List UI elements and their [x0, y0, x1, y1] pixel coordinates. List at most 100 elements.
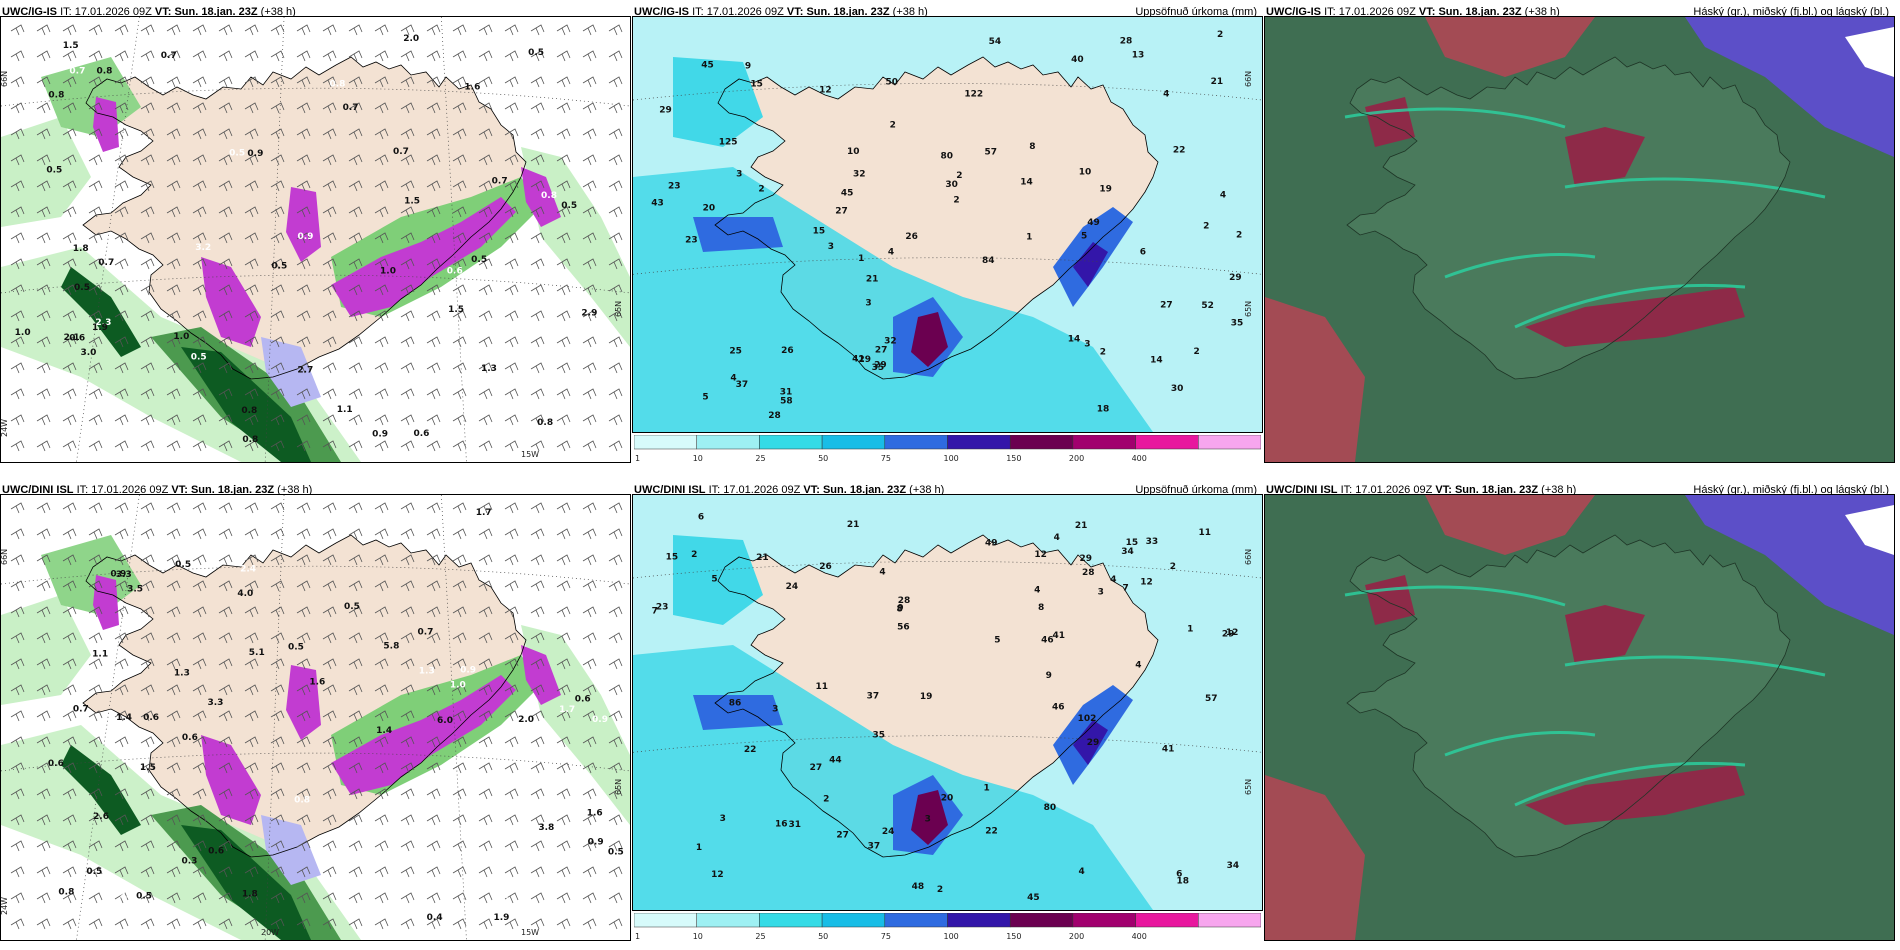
- wind-barb: [504, 892, 519, 904]
- wind-barb: [608, 154, 623, 166]
- cloud-edge: [1514, 283, 1746, 329]
- wind-barb: [166, 50, 181, 62]
- precip-value-label: 18: [1097, 405, 1110, 415]
- wind-barb: [556, 50, 571, 62]
- snow-value-label: 0.9: [592, 715, 608, 725]
- wind-barb: [166, 154, 181, 166]
- panel-dini-precip: UWC/DINI ISL IT: 17.01.2026 09Z VT: Sun.…: [632, 478, 1263, 941]
- wind-barb: [218, 684, 233, 696]
- wind-barb: [10, 50, 25, 62]
- wind-barb: [582, 310, 597, 322]
- map-canvas: 66N 65N 24W 20W 15W 0.6 0.7 0.5 0.6 0.8 0.7 0.5 0.3 0…: [1, 495, 630, 940]
- snow-heavy-area: [521, 167, 561, 227]
- wind-barb: [244, 606, 259, 618]
- wind-barb: [582, 502, 597, 514]
- snow-value-label: 0.8: [242, 435, 258, 445]
- wind-barb: [530, 840, 545, 852]
- wind-barb: [322, 336, 337, 348]
- wind-barb: [296, 102, 311, 114]
- wind-barb: [322, 232, 337, 244]
- snow-value-label: 1.1: [92, 650, 108, 660]
- wind-barb: [218, 50, 233, 62]
- wind-barb: [322, 362, 337, 374]
- low-cloud-area: [1685, 495, 1894, 635]
- wind-barb: [62, 388, 77, 400]
- wind-barb: [556, 762, 571, 774]
- wind-barb: [400, 206, 415, 218]
- wind-barb: [114, 232, 129, 244]
- panel-ig-precip: UWC/IG-IS IT: 17.01.2026 09Z VT: Sun. 18…: [632, 0, 1263, 463]
- wind-barb: [478, 632, 493, 644]
- wind-barb: [192, 310, 207, 322]
- wind-barb: [400, 258, 415, 270]
- wind-barb: [114, 892, 129, 904]
- snow-value-label: 0.5: [136, 892, 152, 902]
- precip-colorbar: 1 10 25 50 75 100 150 200 400: [633, 912, 1262, 941]
- precip-value-label: 50: [886, 77, 899, 87]
- precip-value-label: 19: [920, 692, 933, 702]
- wind-barb: [400, 310, 415, 322]
- precip-value-label: 27: [835, 206, 848, 216]
- wind-barb: [114, 440, 129, 452]
- wind-barb: [426, 554, 441, 566]
- wind-barb: [504, 684, 519, 696]
- wind-barbs: [10, 24, 623, 452]
- coordinate-label: 65N: [614, 779, 623, 795]
- snow-value-label: 0.5: [344, 602, 360, 612]
- wind-barb: [218, 606, 233, 618]
- wind-barb: [556, 284, 571, 296]
- colorbar-swatch: [633, 434, 697, 450]
- wind-barb: [114, 284, 129, 296]
- snow-value-label: 4.0: [237, 589, 253, 599]
- wind-barb: [322, 102, 337, 114]
- precip-value-label: 46: [1052, 702, 1065, 712]
- snow-value-label: 0.5: [86, 867, 102, 877]
- wind-barb: [504, 502, 519, 514]
- wind-barb: [10, 684, 25, 696]
- wind-barb: [452, 362, 467, 374]
- snow-value-label: 3.3: [207, 698, 223, 708]
- wind-barb: [62, 632, 77, 644]
- precip-value-label: 29: [859, 355, 872, 365]
- precip-value-label: 21: [847, 520, 860, 530]
- wind-barb: [426, 814, 441, 826]
- wind-barb: [62, 840, 77, 852]
- wind-barb: [88, 440, 103, 452]
- snow-value-label: 1.0: [450, 681, 466, 691]
- wind-barb: [10, 440, 25, 452]
- coordinate-label: 66N: [1244, 71, 1253, 87]
- snow-value-label: 0.6: [208, 847, 224, 857]
- wind-barb: [166, 258, 181, 270]
- precip-value-label: 3: [1098, 588, 1104, 598]
- wind-barb: [88, 50, 103, 62]
- wind-barb: [270, 206, 285, 218]
- precip-value-label: 32: [884, 336, 897, 346]
- snow-value-label: 0.8: [329, 79, 345, 89]
- wind-barb: [478, 892, 493, 904]
- wind-barb: [218, 736, 233, 748]
- wind-barb: [504, 580, 519, 592]
- wind-barb: [10, 632, 25, 644]
- precip-value-label: 6: [1140, 248, 1146, 258]
- wind-barb: [374, 388, 389, 400]
- wind-barb: [582, 50, 597, 62]
- precip-value-label: 24: [882, 827, 895, 837]
- snow-value-label: 0.8: [294, 796, 310, 806]
- precip-value-label: 48: [912, 882, 925, 892]
- wind-barb: [530, 388, 545, 400]
- wind-barb: [348, 180, 363, 192]
- precip-value-label: 4: [888, 247, 894, 257]
- coordinate-label: 15W: [521, 450, 539, 459]
- precip-value-label: 9: [1046, 671, 1052, 681]
- wind-barb: [140, 50, 155, 62]
- wind-barb: [504, 362, 519, 374]
- wind-barb: [88, 102, 103, 114]
- precip-value-label: 4: [1163, 89, 1169, 99]
- wind-barb: [88, 580, 103, 592]
- wind-barb: [192, 892, 207, 904]
- wind-barb: [88, 502, 103, 514]
- wind-barb: [374, 580, 389, 592]
- wind-barb: [452, 528, 467, 540]
- wind-barb: [166, 102, 181, 114]
- wind-barb: [166, 128, 181, 140]
